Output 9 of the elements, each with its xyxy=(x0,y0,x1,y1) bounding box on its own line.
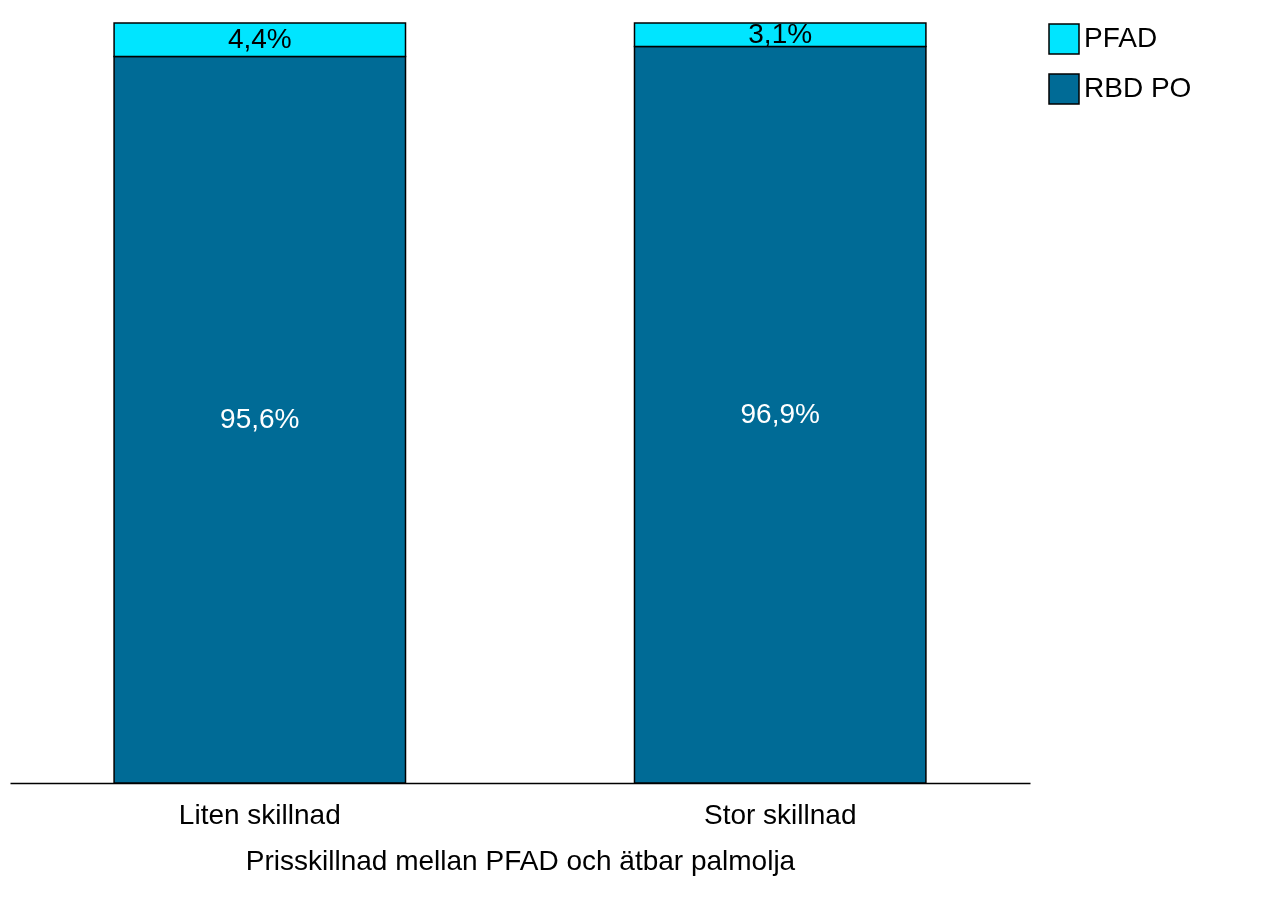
x-tick-label: Stor skillnad xyxy=(703,798,857,830)
x-tick-label: Liten skillnad xyxy=(178,798,341,830)
data-label: 3,1% xyxy=(748,17,813,49)
legend-label: PFAD xyxy=(1084,22,1158,53)
data-label: 96,9% xyxy=(740,397,820,429)
legend-label: RBD PO xyxy=(1084,72,1192,103)
x-axis-title: Prisskillnad mellan PFAD och ätbar palmolja xyxy=(245,844,796,876)
data-label: 4,4% xyxy=(227,22,292,54)
data-label: 95,6% xyxy=(220,402,300,434)
